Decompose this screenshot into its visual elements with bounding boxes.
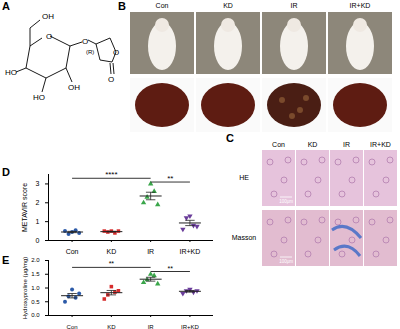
html-text:IR+KD: IR+KD (349, 2, 371, 9)
svg-text:Con: Con (67, 324, 78, 329)
html-text:E: E (2, 254, 10, 266)
svg-text:100μm: 100μm (279, 259, 293, 264)
svg-text:KD: KD (107, 324, 116, 329)
svg-text:O: O (108, 75, 114, 84)
svg-text:0: 0 (36, 237, 40, 244)
html-text:IR: IR (343, 141, 350, 148)
svg-text:Hydroxyproline (μg/mg): Hydroxyproline (μg/mg) (22, 257, 28, 319)
svg-text:Con: Con (66, 248, 79, 254)
svg-text:0.5: 0.5 (31, 299, 40, 305)
svg-text:1.5: 1.5 (31, 271, 40, 277)
html-text:B: B (118, 0, 126, 12)
svg-text:IR: IR (147, 248, 154, 254)
svg-text:0.0: 0.0 (31, 312, 40, 318)
svg-text:IR: IR (148, 324, 155, 329)
svg-text:1.0: 1.0 (31, 285, 40, 291)
svg-text:METAVIR score: METAVIR score (21, 183, 28, 232)
html-text:Masson: Masson (231, 234, 257, 241)
html-text:HE: HE (239, 174, 249, 181)
html-text:Con: Con (155, 2, 169, 9)
svg-text:3: 3 (36, 180, 40, 187)
svg-text:**: ** (167, 174, 173, 183)
html-text:IR: IR (290, 2, 298, 9)
svg-text:O: O (82, 37, 88, 46)
svg-text:(R): (R) (86, 49, 94, 55)
svg-text:1: 1 (36, 218, 40, 225)
svg-text:O: O (113, 48, 119, 57)
svg-text:O: O (46, 32, 52, 41)
svg-text:HO: HO (33, 93, 45, 102)
svg-text:100μm: 100μm (279, 199, 293, 204)
html-text:IR+KD: IR+KD (370, 141, 391, 148)
html-text:A: A (2, 0, 10, 12)
svg-text:2: 2 (36, 199, 40, 206)
svg-text:OH: OH (68, 83, 80, 92)
svg-text:IR+KD: IR+KD (180, 248, 201, 254)
html-text:D: D (2, 166, 10, 178)
svg-text:**: ** (168, 265, 174, 272)
html-text:KD: KD (223, 2, 233, 9)
svg-text:KD: KD (106, 248, 116, 254)
svg-text:**: ** (109, 260, 115, 267)
html-text:Con: Con (272, 141, 285, 148)
html-text:KD: KD (307, 141, 318, 148)
svg-text:IR+KD: IR+KD (181, 324, 200, 329)
svg-text:****: **** (105, 170, 117, 179)
svg-text:HO: HO (5, 68, 17, 77)
svg-text:OH: OH (42, 12, 54, 21)
svg-text:2.0: 2.0 (31, 257, 40, 263)
html-text:C: C (226, 132, 234, 144)
